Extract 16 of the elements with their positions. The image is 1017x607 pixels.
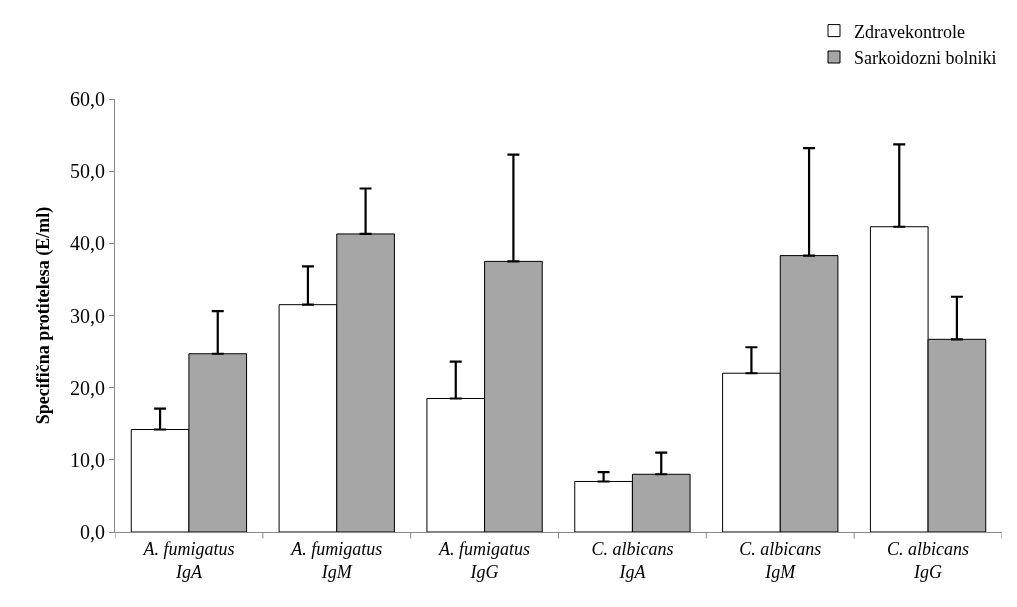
x-tick-label: A. fumigatus IgG [438, 538, 531, 582]
y-tick-label: 60,0 [70, 88, 105, 110]
y-axis-title: Specifična protitelesa (E/ml) [33, 206, 55, 425]
y-tick-label: 30,0 [70, 304, 105, 327]
x-tick-label: A. fumigatus IgM [290, 538, 383, 582]
x-tick-label: C. albicans IgG [887, 538, 970, 582]
y-tick-label: 50,0 [70, 160, 105, 183]
y-tick-label: 20,0 [70, 376, 105, 399]
y-tick-label: 10,0 [70, 448, 105, 471]
y-tick-label: 0,0 [80, 521, 105, 543]
x-tick-label: C. albicans IgA [591, 538, 674, 582]
legend-label: Zdravekontrole [854, 21, 965, 42]
legend-label: Sarkoidozni bolniki [854, 48, 997, 69]
x-tick-label: A. fumigatus IgA [142, 538, 235, 582]
x-tick-label: C. albicans IgM [739, 538, 822, 582]
y-tick-label: 40,0 [70, 232, 105, 255]
